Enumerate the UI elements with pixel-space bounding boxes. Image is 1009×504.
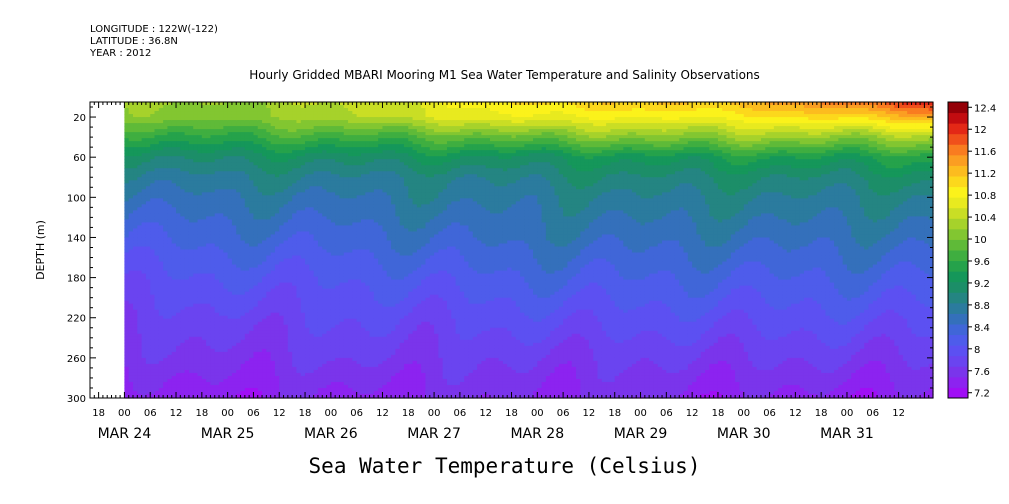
temperature-heatmap-chart: 2060100140180220260300DEPTH (m)18 00 06 12 1…: [0, 0, 1009, 504]
heatmap-plot: [124, 102, 933, 399]
